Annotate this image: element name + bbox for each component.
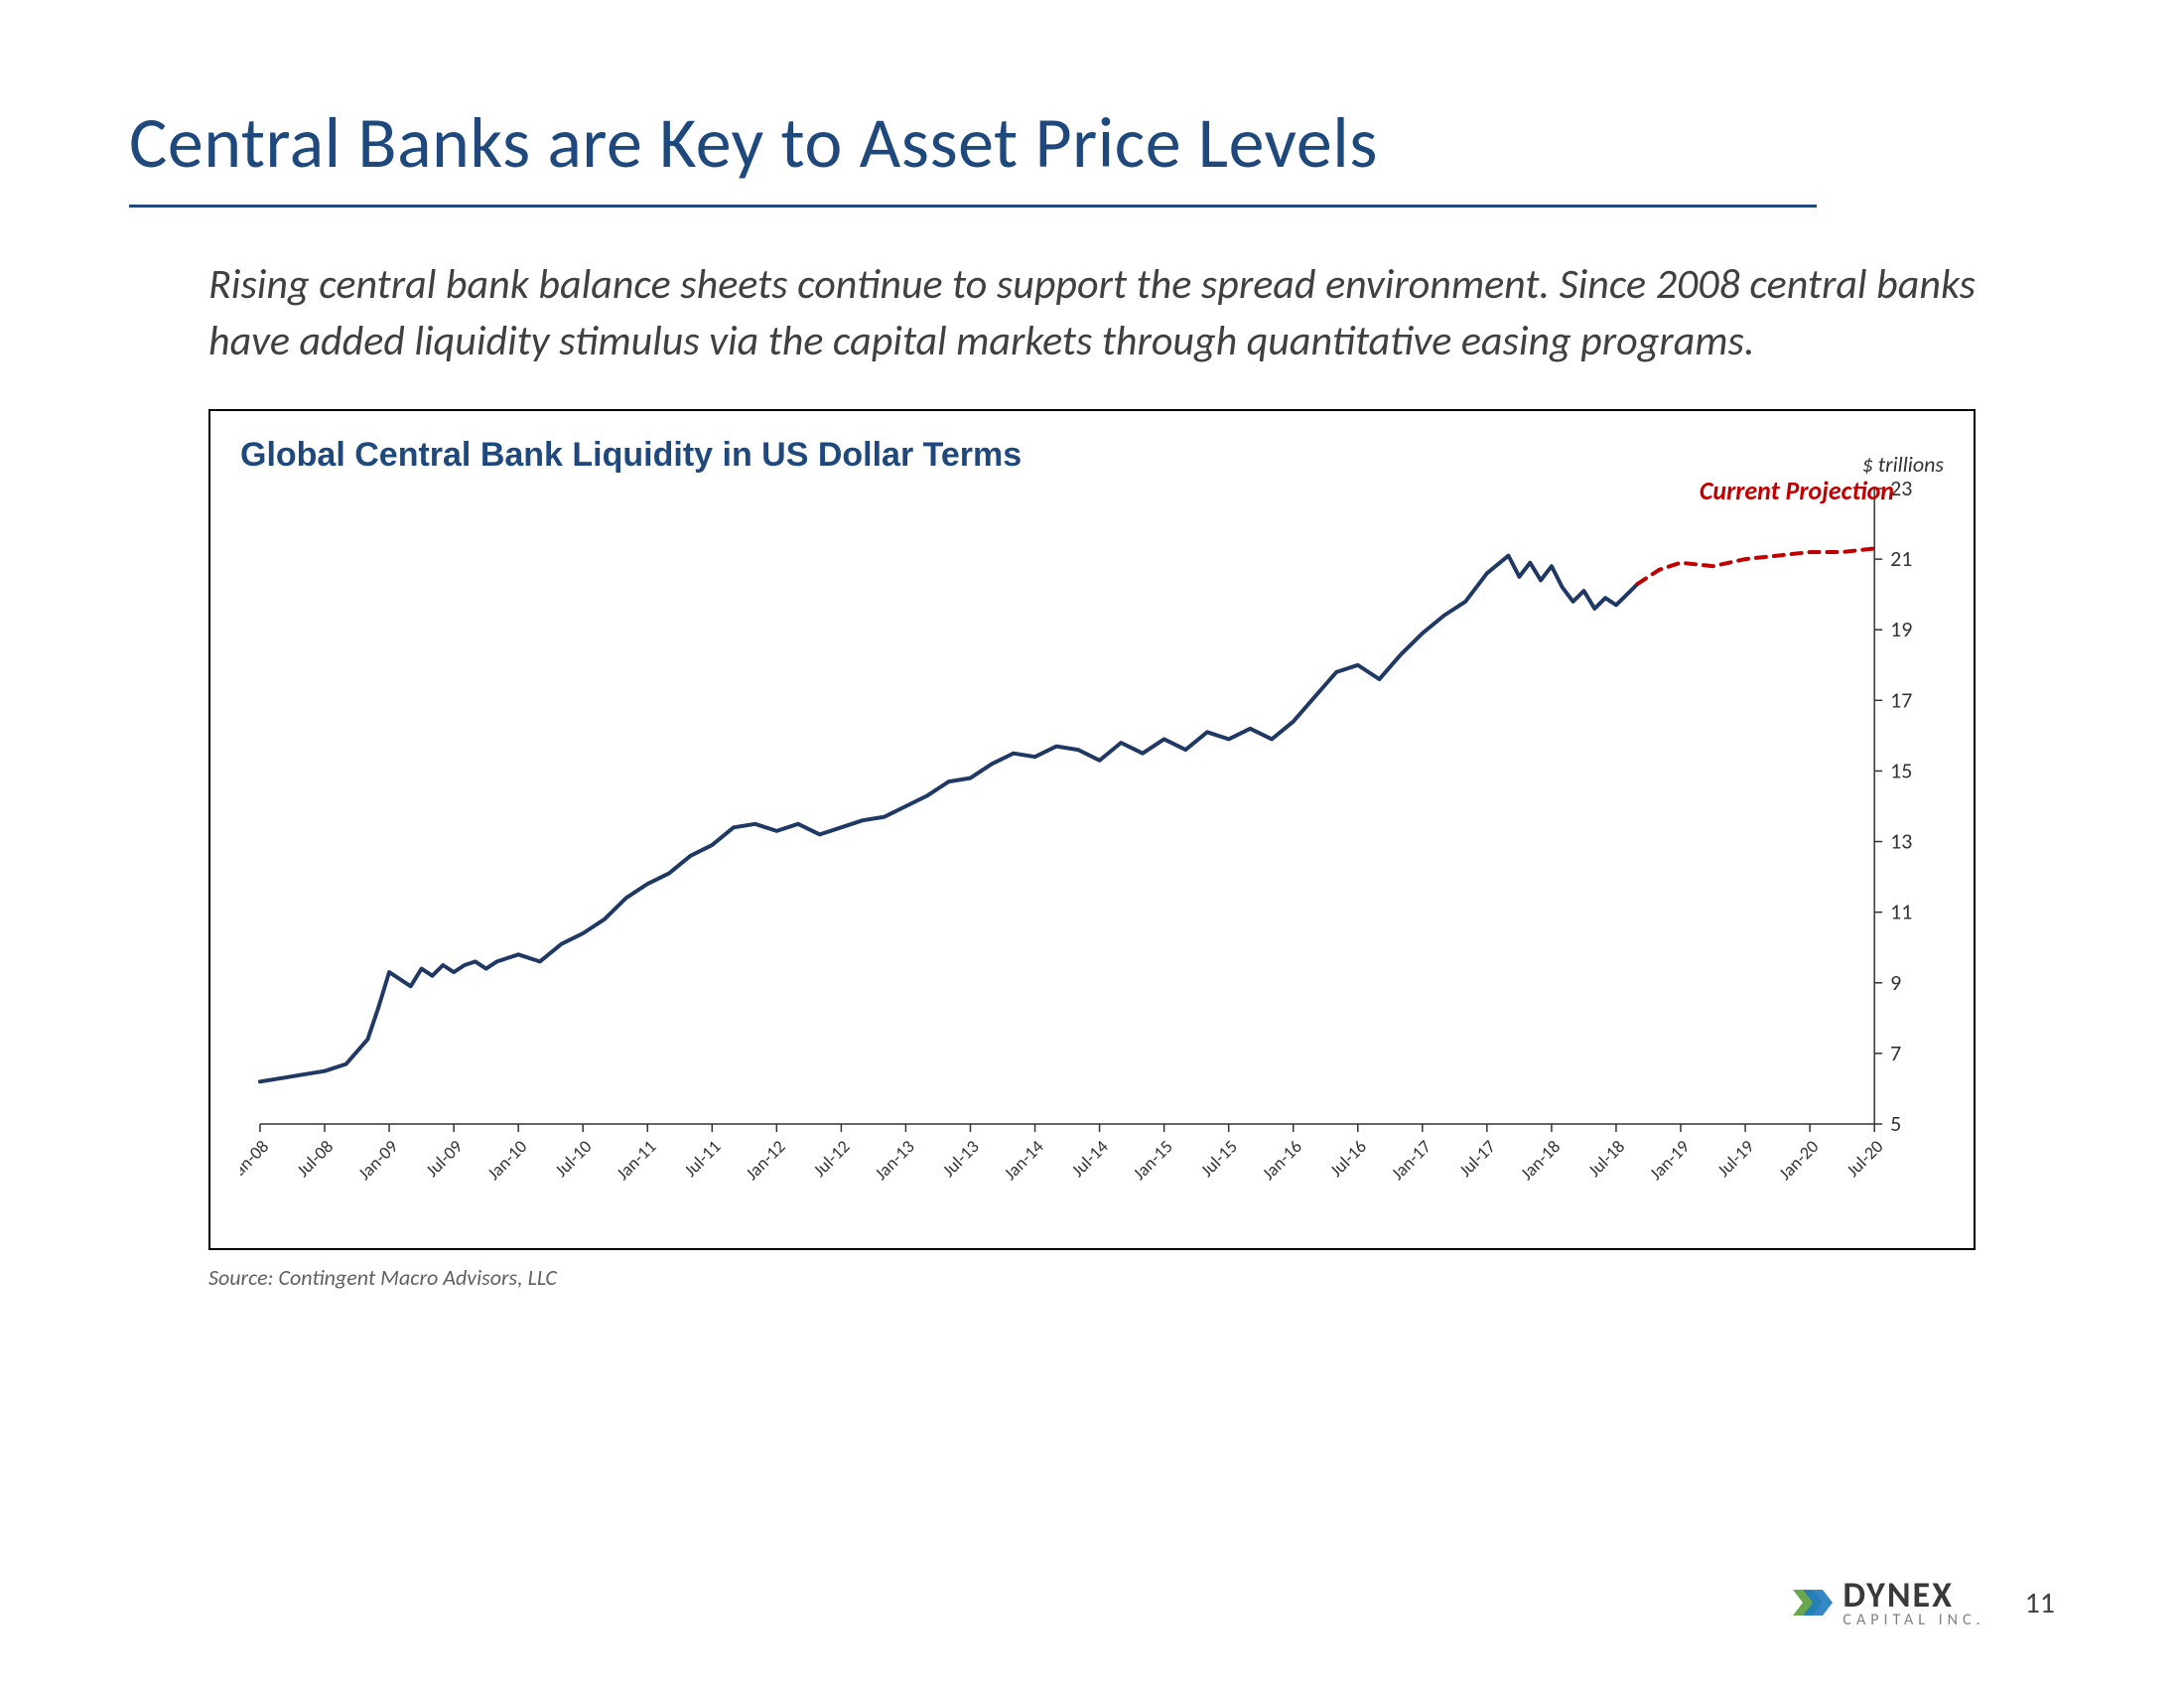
chart-container: Global Central Bank Liquidity in US Doll… xyxy=(208,409,1976,1250)
svg-text:13: 13 xyxy=(1890,828,1912,855)
chart-unit-label: $ trillions xyxy=(1862,451,1944,478)
svg-text:Jan-16: Jan-16 xyxy=(1258,1136,1306,1185)
svg-text:Jan-19: Jan-19 xyxy=(1645,1136,1694,1185)
logo-mark-icon xyxy=(1787,1580,1833,1625)
chart-plot-area: $ trillions Current Projection 579111315… xyxy=(240,479,1944,1233)
svg-text:Jul-15: Jul-15 xyxy=(1196,1136,1242,1182)
svg-text:Jan-09: Jan-09 xyxy=(353,1136,402,1185)
svg-text:Jul-12: Jul-12 xyxy=(809,1136,855,1182)
page-number: 11 xyxy=(2025,1585,2055,1621)
svg-text:Jan-08: Jan-08 xyxy=(240,1136,273,1185)
slide: Central Banks are Key to Asset Price Lev… xyxy=(0,0,2184,1688)
svg-text:Jul-08: Jul-08 xyxy=(292,1136,338,1182)
svg-text:Jul-19: Jul-19 xyxy=(1712,1136,1758,1182)
projection-label: Current Projection xyxy=(1700,475,1894,506)
svg-text:Jan-14: Jan-14 xyxy=(1000,1136,1048,1185)
subtitle-text: Rising central bank balance sheets conti… xyxy=(208,257,1976,369)
logo-subtitle: CAPITAL INC. xyxy=(1843,1613,1984,1628)
svg-text:Jul-20: Jul-20 xyxy=(1842,1136,1887,1182)
chart-title: Global Central Bank Liquidity in US Doll… xyxy=(240,436,1944,475)
svg-text:Jan-12: Jan-12 xyxy=(741,1136,789,1185)
svg-text:Jul-14: Jul-14 xyxy=(1067,1136,1113,1182)
svg-text:5: 5 xyxy=(1890,1110,1901,1137)
svg-text:Jul-13: Jul-13 xyxy=(938,1136,984,1182)
footer: DYNEX CAPITAL INC. 11 xyxy=(1787,1577,2055,1628)
svg-text:Jan-17: Jan-17 xyxy=(1387,1136,1435,1185)
svg-text:Jan-15: Jan-15 xyxy=(1129,1136,1177,1185)
svg-text:Jul-10: Jul-10 xyxy=(550,1136,596,1182)
svg-text:Jan-20: Jan-20 xyxy=(1774,1136,1823,1185)
svg-text:Jul-09: Jul-09 xyxy=(421,1136,467,1182)
svg-text:Jul-17: Jul-17 xyxy=(1454,1136,1500,1182)
svg-text:15: 15 xyxy=(1890,758,1912,784)
svg-text:Jul-11: Jul-11 xyxy=(680,1136,726,1182)
company-logo: DYNEX CAPITAL INC. xyxy=(1787,1577,1984,1628)
svg-text:Jan-13: Jan-13 xyxy=(870,1136,918,1185)
page-title: Central Banks are Key to Asset Price Lev… xyxy=(129,99,2055,187)
svg-text:21: 21 xyxy=(1890,545,1912,572)
svg-text:11: 11 xyxy=(1890,899,1912,925)
svg-text:Jan-11: Jan-11 xyxy=(612,1136,660,1185)
logo-name: DYNEX xyxy=(1843,1577,1984,1613)
title-rule xyxy=(129,205,1817,208)
svg-text:9: 9 xyxy=(1890,969,1901,996)
chart-svg: 57911131517192123Jan-08Jul-08Jan-09Jul-0… xyxy=(240,479,1944,1233)
svg-text:Jan-18: Jan-18 xyxy=(1516,1136,1565,1185)
svg-text:17: 17 xyxy=(1890,687,1912,714)
svg-text:19: 19 xyxy=(1890,617,1912,643)
svg-text:Jul-18: Jul-18 xyxy=(1583,1136,1629,1182)
source-text: Source: Contingent Macro Advisors, LLC xyxy=(208,1264,1976,1291)
svg-text:7: 7 xyxy=(1890,1040,1901,1066)
svg-text:Jul-16: Jul-16 xyxy=(1325,1136,1371,1182)
svg-text:Jan-10: Jan-10 xyxy=(482,1136,531,1185)
